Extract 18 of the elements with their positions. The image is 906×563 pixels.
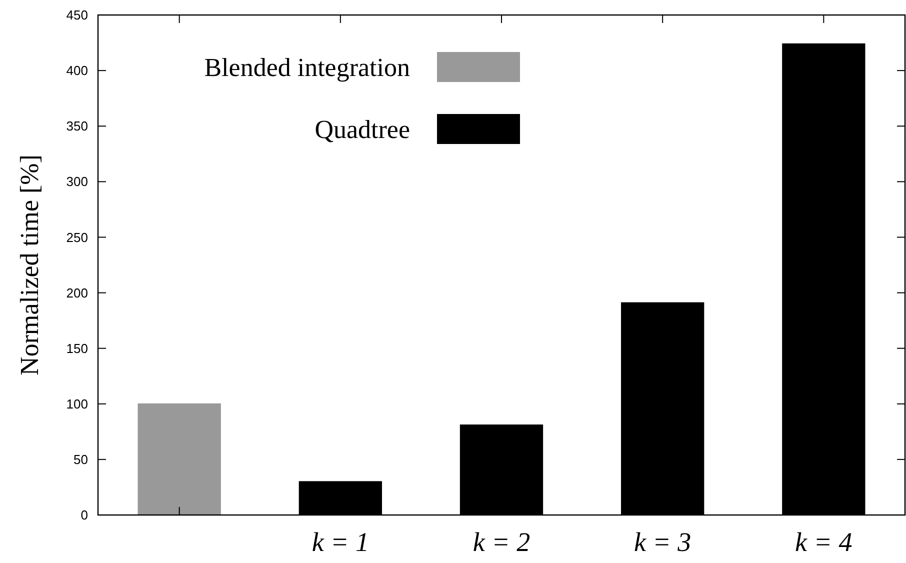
x-tick-label: k = 2 bbox=[472, 527, 530, 557]
y-tick-label: 300 bbox=[66, 174, 88, 190]
x-tick-label: k = 3 bbox=[634, 527, 692, 557]
y-tick-label: 350 bbox=[66, 118, 88, 134]
x-tick-label: k = 1 bbox=[312, 527, 370, 557]
legend-label: Quadtree bbox=[314, 115, 410, 144]
y-tick-label: 100 bbox=[66, 396, 88, 412]
y-tick-label: 150 bbox=[66, 340, 88, 356]
y-tick-label: 200 bbox=[66, 285, 88, 300]
bar bbox=[138, 403, 221, 516]
legend-label: Blended integration bbox=[204, 53, 410, 82]
y-axis-title: Normalized time [%] bbox=[15, 154, 44, 376]
y-tick-label: 250 bbox=[66, 230, 88, 245]
x-tick-label: k = 4 bbox=[795, 527, 852, 557]
y-tick-label: 50 bbox=[74, 452, 88, 467]
y-tick-label: 450 bbox=[66, 8, 88, 23]
y-tick-label: 400 bbox=[66, 63, 88, 78]
y-tick-label: 0 bbox=[80, 508, 88, 523]
